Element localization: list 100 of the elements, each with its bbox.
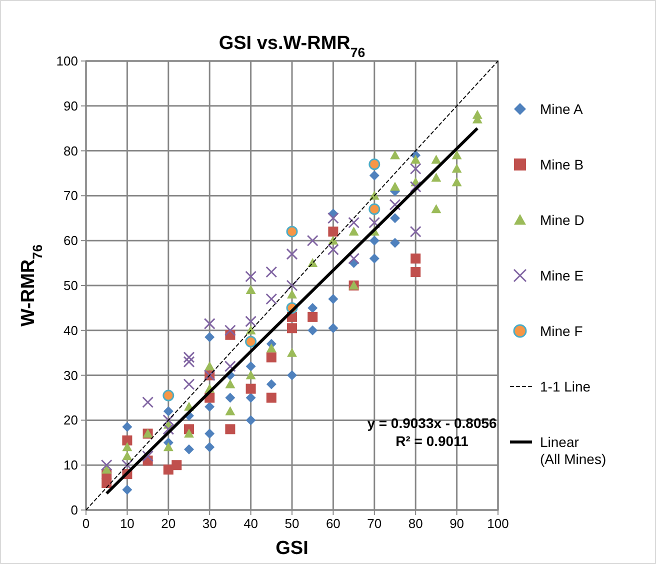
point — [327, 212, 339, 224]
point — [183, 356, 195, 368]
x-tick-label: 30 — [202, 516, 217, 531]
point — [287, 370, 297, 380]
point — [348, 226, 359, 236]
legend-label: Mine F — [540, 323, 583, 339]
point — [122, 451, 132, 460]
annotation: R² = 0.9011 — [396, 433, 469, 449]
point — [100, 459, 112, 471]
point — [287, 348, 297, 357]
point — [431, 204, 442, 214]
point — [327, 244, 339, 256]
point — [390, 150, 400, 160]
point — [162, 390, 174, 402]
point — [287, 289, 297, 298]
point — [246, 325, 256, 334]
y-tick-label: 50 — [64, 278, 78, 293]
point — [204, 442, 215, 452]
x-tick-label: 50 — [284, 516, 300, 531]
x-tick-label: 0 — [82, 516, 90, 531]
point — [224, 324, 236, 336]
x-tick-label: 40 — [244, 516, 258, 531]
point — [184, 428, 194, 438]
point — [390, 238, 400, 248]
point — [390, 213, 400, 224]
point — [162, 423, 174, 435]
x-tick-label: 70 — [367, 516, 382, 531]
legend-label: Mine D — [540, 212, 584, 228]
point — [122, 442, 132, 452]
point — [163, 406, 174, 416]
point — [452, 164, 462, 173]
point — [368, 158, 380, 170]
chart-title: GSI vs.W-RMR$_{76}$ — [218, 33, 366, 60]
point — [410, 226, 422, 238]
point — [225, 424, 236, 434]
point — [266, 352, 276, 362]
point — [410, 267, 421, 278]
point — [431, 172, 442, 182]
y-tick-label: 30 — [64, 368, 78, 383]
legend-label: Mine E — [540, 268, 584, 284]
point — [122, 422, 132, 432]
point — [431, 154, 442, 164]
point — [183, 378, 195, 390]
point — [452, 150, 462, 160]
point — [266, 392, 276, 403]
point — [246, 361, 256, 372]
point — [348, 252, 360, 264]
point — [348, 216, 360, 228]
point — [328, 323, 338, 334]
point — [266, 266, 278, 278]
y-tick-label: 60 — [64, 233, 78, 248]
point — [306, 234, 318, 246]
point — [225, 406, 236, 416]
y-tick-label: 80 — [64, 143, 78, 158]
x-tick-label: 20 — [161, 516, 176, 531]
point — [122, 435, 132, 446]
point — [246, 415, 256, 426]
point — [246, 370, 256, 380]
x-tick-label: 60 — [326, 516, 340, 531]
point — [266, 293, 278, 305]
point — [224, 360, 236, 372]
point — [172, 460, 182, 470]
point — [472, 110, 482, 119]
point — [410, 254, 421, 264]
legend-label: Mine A — [540, 101, 584, 117]
point — [369, 254, 380, 264]
x-axis-title: GSI — [276, 538, 308, 559]
point — [225, 379, 236, 388]
y-tick-label: 90 — [64, 98, 78, 114]
point — [308, 325, 318, 336]
point — [246, 384, 256, 394]
point — [122, 484, 132, 495]
point — [184, 444, 194, 454]
y-tick-label: 0 — [70, 502, 78, 518]
point — [368, 203, 380, 215]
point — [225, 392, 236, 403]
point — [245, 336, 257, 348]
annotation: y = 0.9033x - 0.8056 — [367, 415, 498, 431]
point — [369, 236, 380, 246]
point — [410, 180, 422, 192]
point — [142, 396, 154, 408]
point — [204, 428, 215, 439]
y-tick-label: 40 — [64, 322, 78, 338]
point — [204, 402, 215, 412]
point — [162, 414, 174, 426]
y-tick-label: 100 — [56, 54, 78, 68]
point — [308, 312, 318, 322]
point — [102, 464, 112, 474]
point — [328, 226, 338, 237]
point — [204, 332, 215, 342]
point — [368, 216, 380, 228]
point — [266, 343, 276, 352]
point — [369, 170, 380, 180]
point — [287, 323, 297, 334]
point — [246, 284, 256, 294]
point — [452, 177, 462, 186]
legend-label: Linear (All Mines) — [540, 434, 606, 467]
point — [286, 280, 298, 292]
point — [142, 450, 154, 462]
point — [286, 226, 298, 238]
